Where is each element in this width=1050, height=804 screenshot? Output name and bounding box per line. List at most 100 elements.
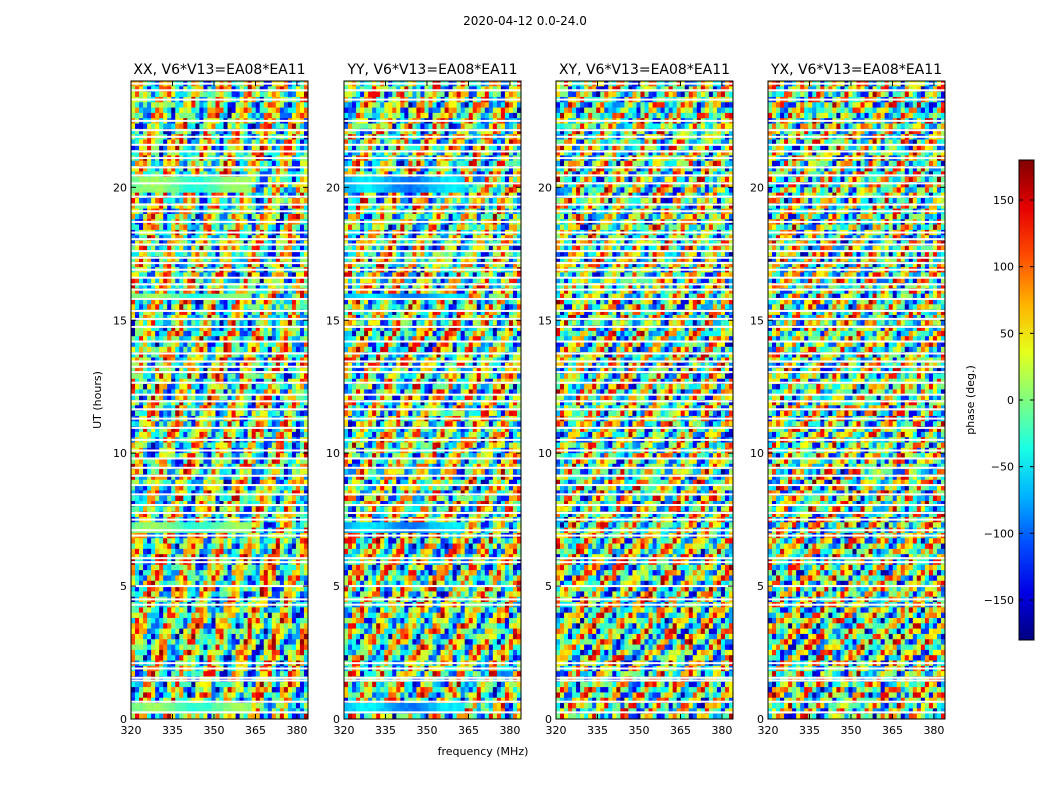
- y-tick-label: 20: [113, 181, 127, 194]
- x-tick-label: 335: [375, 724, 396, 737]
- flagged-row: [131, 371, 308, 373]
- flagged-row: [556, 157, 733, 159]
- flagged-row: [131, 283, 308, 285]
- flagged-row: [131, 310, 308, 312]
- flagged-row: [768, 150, 945, 152]
- flagged-row: [768, 99, 945, 101]
- flagged-row: [768, 512, 945, 514]
- flagged-row: [344, 585, 521, 587]
- phase-heatmap: [131, 81, 308, 719]
- phase-heatmap: [556, 81, 733, 719]
- flagged-row: [768, 457, 945, 459]
- colorbar-tick-label: −100: [984, 527, 1014, 540]
- y-tick-label: 10: [113, 447, 127, 460]
- flagged-row: [556, 150, 733, 152]
- flagged-row: [556, 701, 733, 703]
- colorbar-tick-label: −50: [991, 461, 1014, 474]
- flagged-row: [768, 366, 945, 368]
- colorbar-label: phase (deg.): [964, 365, 977, 435]
- flagged-row: [131, 504, 308, 506]
- flagged-row: [556, 475, 733, 477]
- flagged-row: [556, 427, 733, 429]
- flagged-row: [768, 221, 945, 223]
- x-tick-label: 380: [711, 724, 732, 737]
- flagged-row: [344, 677, 521, 679]
- flagged-row: [344, 352, 521, 354]
- flagged-row: [131, 512, 308, 514]
- flagged-row: [131, 238, 308, 240]
- flagged-row: [556, 360, 733, 362]
- flagged-row: [344, 250, 521, 252]
- flagged-row: [768, 394, 945, 396]
- x-tick-label: 365: [458, 724, 479, 737]
- y-tick-label: 0: [545, 713, 552, 726]
- flagged-row: [131, 83, 308, 85]
- flagged-row: [131, 711, 308, 713]
- flagged-row: [131, 457, 308, 459]
- flagged-row: [344, 439, 521, 441]
- flagged-row: [768, 529, 945, 531]
- flagged-row: [556, 136, 733, 138]
- flagged-row: [768, 360, 945, 362]
- y-tick-label: 20: [750, 181, 764, 194]
- flagged-row: [131, 341, 308, 343]
- flagged-row: [768, 667, 945, 669]
- x-tick-label: 350: [416, 724, 437, 737]
- flagged-row: [768, 677, 945, 679]
- flagged-row: [556, 352, 733, 354]
- flagged-row: [131, 585, 308, 587]
- flagged-row: [556, 174, 733, 176]
- flagged-row: [556, 326, 733, 328]
- x-tick-label: 335: [799, 724, 820, 737]
- flagged-row: [768, 408, 945, 410]
- flagged-row: [131, 318, 308, 320]
- flagged-row: [768, 371, 945, 373]
- flagged-row: [556, 366, 733, 368]
- flagged-row: [131, 196, 308, 198]
- flagged-row: [344, 298, 521, 300]
- colorbar-tick-label: −150: [984, 594, 1014, 607]
- flagged-row: [344, 408, 521, 410]
- flagged-row: [344, 484, 521, 486]
- flagged-row: [556, 257, 733, 259]
- flagged-row: [344, 662, 521, 664]
- flagged-row: [556, 394, 733, 396]
- flagged-row: [344, 238, 521, 240]
- flagged-row: [131, 166, 308, 168]
- flagged-row: [768, 484, 945, 486]
- x-tick-label: 365: [882, 724, 903, 737]
- x-tick-label: 350: [203, 724, 224, 737]
- x-tick-label: 335: [587, 724, 608, 737]
- flagged-row: [131, 99, 308, 101]
- flagged-row: [556, 585, 733, 587]
- flagged-row: [556, 182, 733, 184]
- flagged-row: [768, 262, 945, 264]
- flagged-row: [344, 277, 521, 279]
- flagged-row: [131, 360, 308, 362]
- flagged-row: [344, 318, 521, 320]
- flagged-row: [556, 604, 733, 606]
- flagged-row: [131, 129, 308, 131]
- y-tick-label: 0: [333, 713, 340, 726]
- flagged-row: [768, 318, 945, 320]
- y-tick-label: 0: [120, 713, 127, 726]
- flagged-row: [556, 418, 733, 420]
- flagged-row: [768, 662, 945, 664]
- y-tick-label: 5: [120, 580, 127, 593]
- flagged-row: [556, 83, 733, 85]
- y-axis-label: UT (hours): [91, 371, 104, 429]
- y-tick-label: 0: [757, 713, 764, 726]
- flagged-row: [344, 262, 521, 264]
- flagged-row: [344, 529, 521, 531]
- flagged-row: [131, 557, 308, 559]
- flagged-row: [344, 427, 521, 429]
- flagged-row: [344, 182, 521, 184]
- flagged-row: [344, 535, 521, 537]
- flagged-row: [344, 467, 521, 469]
- flagged-row: [131, 257, 308, 259]
- flagged-row: [768, 166, 945, 168]
- flagged-row: [768, 711, 945, 713]
